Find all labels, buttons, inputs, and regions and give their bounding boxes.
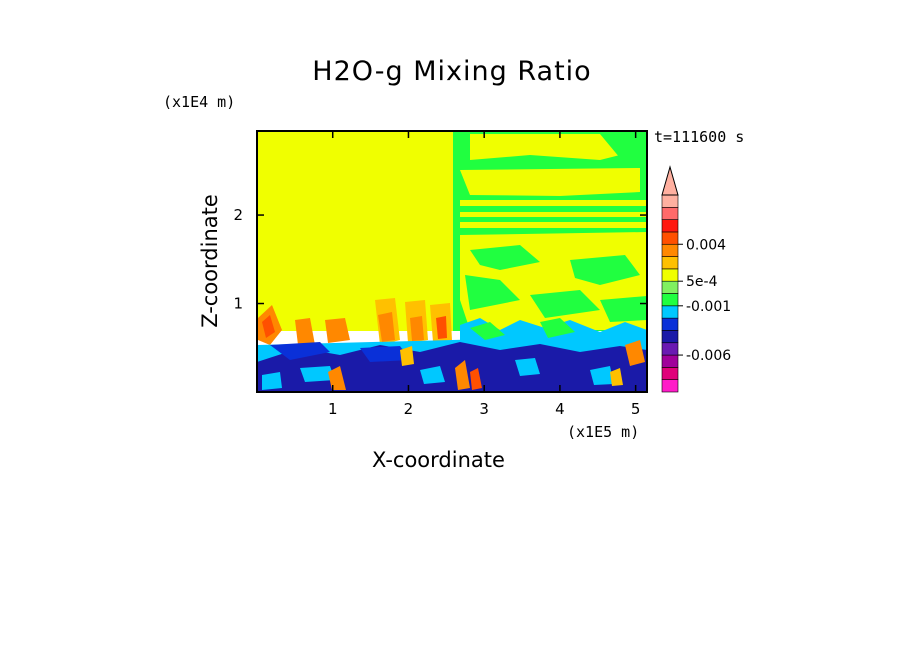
y-axis-unit: (x1E4 m): [163, 93, 236, 111]
x-tick-label: 4: [555, 400, 565, 418]
region-upper-left: [257, 131, 453, 331]
colorbar-swatch: [661, 256, 679, 270]
colorbar-swatch: [661, 342, 679, 356]
x-tick-label: 2: [404, 400, 414, 418]
plot-frame: [256, 130, 648, 393]
region-boundary-layer: [257, 342, 647, 392]
colorbar-swatch: [661, 280, 679, 294]
colorbar-label: -0.006: [686, 348, 731, 364]
x-tick-label: 1: [328, 400, 338, 418]
colorbar-swatch: [661, 379, 679, 393]
time-stamp: t=111600 s: [654, 128, 745, 146]
colorbar: -0.006 -0.001 5e-4 0.004: [661, 165, 731, 393]
colorbar-swatch: [661, 231, 679, 245]
colorbar-swatch: [661, 207, 679, 220]
y-tick-label: 1: [233, 295, 243, 313]
colorbar-label: -0.001: [686, 299, 731, 315]
x-tick-label: 5: [631, 400, 641, 418]
colorbar-swatch: [661, 367, 679, 380]
colorbar-swatch: [661, 354, 679, 368]
x-tick-label: 3: [479, 400, 489, 418]
colorbar-extend-arrow: [661, 165, 679, 196]
y-tick-label: 2: [233, 206, 243, 224]
axes-ticks: 1 2 3 4 5 1 2: [233, 131, 647, 418]
colorbar-label: 5e-4: [686, 274, 718, 290]
contour-field: [257, 131, 647, 392]
colorbar-swatch: [661, 305, 679, 319]
x-axis-unit: (x1E5 m): [567, 423, 640, 441]
colorbar-swatch: [661, 317, 679, 331]
colorbar-label: 0.004: [686, 237, 726, 253]
chart-title: H2O-g Mixing Ratio: [312, 56, 592, 87]
colorbar-swatch: [661, 194, 679, 208]
colorbar-swatch: [661, 243, 679, 257]
colorbar-swatch: [661, 219, 679, 233]
colorbar-swatch: [661, 268, 679, 282]
colorbar-swatch: [661, 293, 679, 307]
colorbar-swatch: [661, 330, 679, 344]
x-axis-label: X-coordinate: [372, 448, 505, 472]
